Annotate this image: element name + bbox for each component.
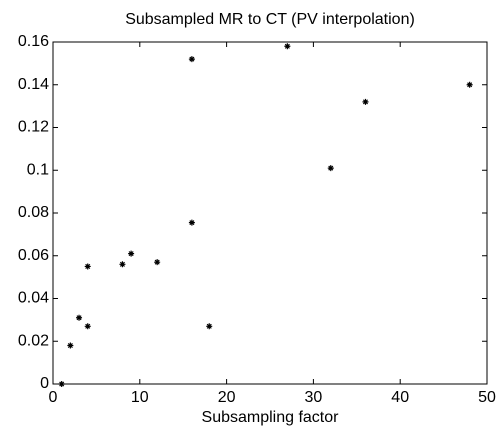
y-tick-label: 0.12 (18, 119, 49, 136)
y-tick-label: 0.06 (18, 247, 49, 264)
point (327, 165, 334, 172)
point (58, 381, 65, 387)
point (119, 261, 126, 268)
point (206, 323, 213, 330)
point (84, 323, 91, 330)
point (76, 314, 83, 321)
point (466, 81, 473, 88)
x-tick-label: 40 (391, 389, 409, 406)
axes-box (52, 41, 488, 385)
point (67, 342, 74, 349)
point (188, 56, 195, 63)
x-tick-label: 10 (131, 389, 149, 406)
y-tick-label: 0.02 (18, 332, 49, 349)
y-tick-label: 0.14 (18, 76, 49, 93)
y-tick-label: 0.16 (18, 33, 49, 50)
y-tick-label: 0 (40, 375, 49, 392)
y-tick-label: 0.04 (18, 290, 49, 307)
y-tick-label: 0.1 (27, 161, 49, 178)
x-tick-label: 30 (305, 389, 323, 406)
point (84, 263, 91, 270)
x-tick-label: 20 (218, 389, 236, 406)
x-tick-label: 50 (478, 389, 496, 406)
point (188, 219, 195, 226)
chart-title: Subsampled MR to CT (PV interpolation) (125, 11, 415, 28)
x-tick-label: 0 (49, 389, 58, 406)
y-tick-label: 0.08 (18, 204, 49, 221)
point (284, 43, 291, 50)
point (154, 259, 161, 266)
point (128, 250, 135, 257)
x-axis-label: Subsampling factor (202, 409, 340, 426)
point (362, 98, 369, 105)
